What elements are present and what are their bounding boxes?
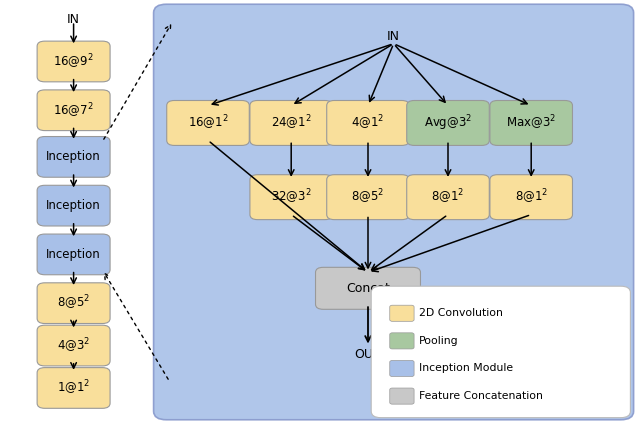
FancyBboxPatch shape	[390, 360, 414, 377]
Text: IN: IN	[387, 30, 400, 42]
Text: Avg@3$^2$: Avg@3$^2$	[424, 113, 472, 133]
FancyBboxPatch shape	[326, 100, 410, 145]
FancyBboxPatch shape	[250, 100, 333, 145]
FancyBboxPatch shape	[390, 333, 414, 349]
Text: 4@1$^2$: 4@1$^2$	[351, 114, 385, 132]
Text: Inception Module: Inception Module	[419, 363, 513, 374]
FancyBboxPatch shape	[407, 100, 489, 145]
FancyBboxPatch shape	[250, 175, 333, 220]
FancyBboxPatch shape	[407, 175, 489, 220]
Text: Inception: Inception	[46, 199, 101, 212]
Text: 16@9$^2$: 16@9$^2$	[53, 52, 94, 71]
Text: Concat: Concat	[346, 282, 390, 295]
Text: 16@1$^2$: 16@1$^2$	[188, 114, 228, 132]
FancyBboxPatch shape	[490, 100, 573, 145]
Text: 8@1$^2$: 8@1$^2$	[515, 188, 548, 206]
FancyBboxPatch shape	[316, 267, 420, 310]
Text: 1@1$^2$: 1@1$^2$	[57, 379, 90, 397]
FancyBboxPatch shape	[490, 175, 573, 220]
Text: Pooling: Pooling	[419, 336, 459, 346]
Text: 8@1$^2$: 8@1$^2$	[431, 188, 465, 206]
Text: 8@5$^2$: 8@5$^2$	[351, 188, 385, 206]
Text: 24@1$^2$: 24@1$^2$	[271, 114, 312, 132]
FancyBboxPatch shape	[37, 368, 110, 408]
FancyBboxPatch shape	[390, 305, 414, 321]
Text: Feature Concatenation: Feature Concatenation	[419, 391, 543, 401]
Text: IN: IN	[67, 13, 80, 25]
FancyBboxPatch shape	[37, 90, 110, 131]
FancyBboxPatch shape	[154, 4, 634, 420]
Text: 4@3$^2$: 4@3$^2$	[57, 336, 90, 355]
Text: 16@7$^2$: 16@7$^2$	[53, 101, 94, 120]
Text: Inception: Inception	[46, 151, 101, 163]
Text: 32@3$^2$: 32@3$^2$	[271, 188, 312, 206]
FancyBboxPatch shape	[390, 388, 414, 404]
Text: Inception: Inception	[46, 248, 101, 261]
FancyBboxPatch shape	[37, 325, 110, 366]
FancyBboxPatch shape	[37, 185, 110, 226]
FancyBboxPatch shape	[37, 41, 110, 82]
Text: OUT: OUT	[355, 348, 381, 360]
Text: Max@3$^2$: Max@3$^2$	[506, 114, 556, 132]
FancyBboxPatch shape	[326, 175, 410, 220]
Text: 2D Convolution: 2D Convolution	[419, 308, 503, 318]
FancyBboxPatch shape	[37, 137, 110, 177]
FancyBboxPatch shape	[371, 286, 630, 418]
FancyBboxPatch shape	[37, 283, 110, 324]
FancyBboxPatch shape	[37, 234, 110, 275]
FancyBboxPatch shape	[166, 100, 250, 145]
Text: 8@5$^2$: 8@5$^2$	[57, 294, 90, 312]
